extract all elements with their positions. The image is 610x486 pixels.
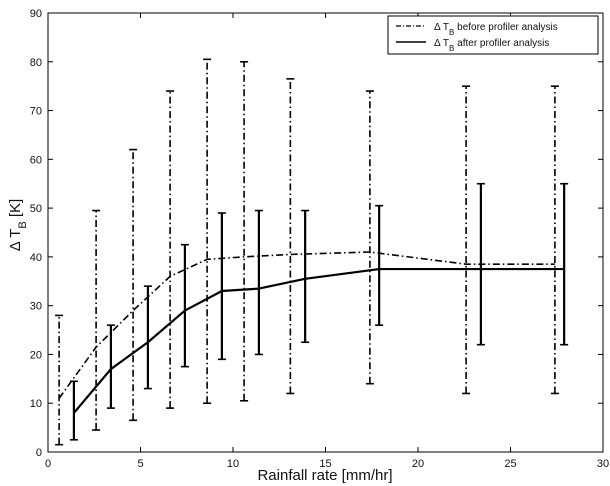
x-tick-label: 25 <box>504 458 516 470</box>
y-tick-label: 60 <box>30 154 42 166</box>
x-tick-label: 15 <box>319 458 331 470</box>
plot-frame <box>47 12 604 453</box>
series-line-1 <box>58 251 555 399</box>
y-axis-title: Δ TB [K] <box>7 199 29 251</box>
y-tick-label: 80 <box>30 57 42 69</box>
series-line-2 <box>73 267 565 414</box>
y-tick-label: 30 <box>30 301 42 313</box>
x-tick-label: 5 <box>137 458 143 470</box>
series-lines <box>58 251 565 414</box>
x-tick-label: 10 <box>227 458 239 470</box>
y-tick-label: 20 <box>30 349 42 361</box>
tick-labels: 0 5 10 15 20 25 30 0 10 20 30 40 50 60 70 80 90 <box>30 8 609 470</box>
y-tick-label: 50 <box>30 203 42 215</box>
legend-label-2: Δ TB after profiler analysis <box>434 38 549 53</box>
x-axis-title: Rainfall rate [mm/hr] <box>257 467 392 484</box>
legend-label-1: Δ TB before profiler analysis <box>434 22 558 37</box>
y-tick-label: 90 <box>30 8 42 20</box>
error-bars <box>55 58 569 446</box>
x-tick-label: 20 <box>412 458 424 470</box>
y-tick-label: 70 <box>30 106 42 118</box>
x-tick-label: 0 <box>45 458 51 470</box>
axes <box>47 12 604 453</box>
x-tick-label: 30 <box>597 458 609 470</box>
y-tick-label: 40 <box>30 252 42 264</box>
y-tick-label: 10 <box>30 398 42 410</box>
legend-box <box>387 15 599 55</box>
y-tick-label: 0 <box>36 447 42 459</box>
